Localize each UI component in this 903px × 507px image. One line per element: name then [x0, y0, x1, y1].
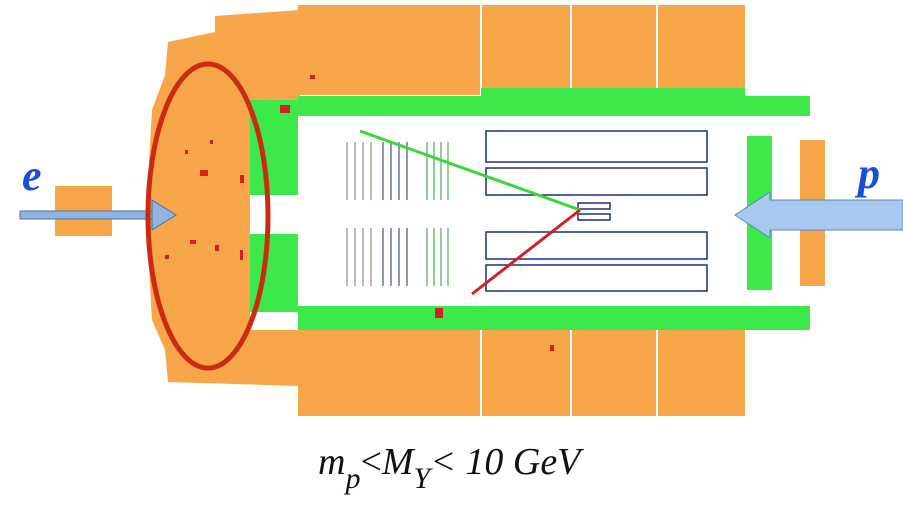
formula-part: m	[318, 441, 345, 483]
mass-formula: mp<MY< 10 GeV	[318, 441, 584, 495]
electron-label: e	[22, 151, 42, 200]
formula-part: < 10 GeV	[430, 441, 584, 483]
formula-subscript: p	[343, 462, 360, 495]
inner-volume	[298, 116, 745, 306]
detector-diagram: e p mp<MY< 10 GeV	[0, 0, 903, 507]
formula-part: M	[381, 441, 416, 483]
proton-label: p	[854, 149, 880, 198]
formula-part: <	[360, 441, 381, 483]
